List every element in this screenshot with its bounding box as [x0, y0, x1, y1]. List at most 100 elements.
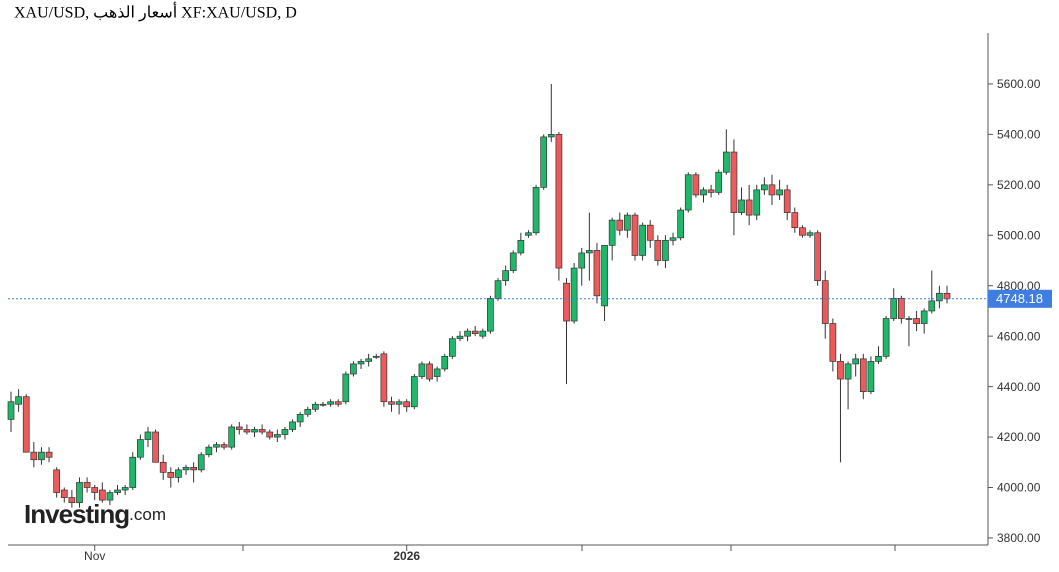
- candle-body: [395, 401, 403, 405]
- y-tick-label: 4200.00: [997, 430, 1041, 444]
- candle-body: [273, 434, 281, 438]
- candle-body: [342, 373, 350, 403]
- candle-body: [213, 444, 220, 448]
- candle-body: [494, 280, 502, 299]
- last-price-badge: [988, 289, 1052, 308]
- candle-body: [730, 151, 738, 213]
- candle-body: [380, 353, 388, 403]
- candle-body: [197, 454, 205, 471]
- candle-body: [182, 466, 190, 471]
- candle-body: [327, 401, 334, 405]
- candle-body: [578, 252, 586, 269]
- candle-body: [624, 214, 631, 231]
- last-price-label: 4748.18: [996, 291, 1043, 306]
- candle-body: [768, 184, 776, 196]
- candle-body: [251, 429, 258, 433]
- x-tick-label: Nov: [84, 549, 105, 563]
- candle-body: [707, 189, 715, 193]
- candle-body: [281, 429, 289, 435]
- candle-body: [91, 487, 99, 493]
- candle-body: [449, 338, 456, 357]
- candle-body: [190, 466, 197, 471]
- candle-body: [593, 250, 601, 297]
- candle-body: [243, 429, 251, 433]
- candle-body: [53, 469, 61, 493]
- candle-body: [761, 184, 768, 191]
- candle-body: [753, 189, 761, 216]
- candle-body: [15, 396, 22, 405]
- candle-body: [715, 171, 723, 193]
- candle-body: [608, 219, 616, 246]
- candle-body: [319, 403, 327, 406]
- candle-body: [441, 355, 449, 370]
- candle-body: [700, 189, 707, 196]
- y-tick-label: 5400.00: [997, 128, 1041, 142]
- candle-body: [60, 489, 68, 498]
- candle-body: [525, 232, 532, 236]
- candle-body: [403, 401, 411, 408]
- candle-body: [654, 239, 662, 261]
- candle-body: [722, 151, 730, 173]
- candle-body: [502, 270, 509, 282]
- candle-body: [357, 361, 365, 365]
- candle-body: [410, 376, 418, 408]
- candle-body: [684, 174, 692, 211]
- candle-body: [852, 358, 860, 365]
- candle-body: [471, 330, 479, 334]
- candle-body: [585, 250, 593, 254]
- candle-body: [616, 219, 624, 231]
- candle-body: [159, 461, 167, 473]
- candle-body: [152, 431, 159, 463]
- candle-body: [205, 446, 213, 456]
- candle-body: [859, 358, 867, 393]
- candle-body: [517, 239, 525, 254]
- watermark: Investing.com: [24, 499, 166, 529]
- candle-body: [532, 187, 540, 234]
- candle-body: [601, 245, 608, 307]
- candle-body: [776, 189, 783, 196]
- candle-body: [38, 451, 45, 461]
- candle-body: [547, 134, 555, 138]
- candle-body: [662, 239, 669, 261]
- candle-body: [137, 439, 144, 458]
- candle-body: [783, 189, 791, 213]
- candle-body: [83, 482, 91, 488]
- candle-body: [106, 492, 114, 501]
- candle-body: [144, 431, 152, 440]
- candle-body: [677, 209, 685, 239]
- candle-body: [829, 323, 837, 362]
- candle-body: [806, 232, 814, 236]
- candle-body: [570, 267, 578, 322]
- candle-body: [799, 227, 806, 236]
- candle-body: [235, 426, 243, 430]
- candle-body: [875, 355, 882, 362]
- chart-title: XAU/USD, أسعار الذهب XF:XAU/USD, D: [14, 2, 297, 22]
- candle-body: [304, 408, 312, 415]
- candle-body: [167, 472, 175, 478]
- candle-body: [121, 487, 129, 491]
- candle-body: [372, 355, 380, 358]
- y-tick-label: 4400.00: [997, 380, 1041, 394]
- y-tick-label: 5000.00: [997, 228, 1041, 242]
- candle-body: [7, 401, 15, 420]
- candle-body: [692, 174, 700, 196]
- y-tick-label: 4600.00: [997, 329, 1041, 343]
- candle-body: [426, 363, 433, 380]
- candle-body: [365, 358, 373, 362]
- candle-body: [30, 451, 38, 461]
- candle-body: [129, 456, 137, 488]
- candle-body: [882, 318, 890, 357]
- candle-body: [890, 297, 898, 319]
- y-tick-label: 4800.00: [997, 279, 1041, 293]
- candle-body: [220, 444, 228, 448]
- candle-body: [738, 199, 745, 213]
- candle-body: [920, 310, 928, 324]
- y-tick-label: 3800.00: [997, 531, 1041, 545]
- candle-body: [814, 232, 821, 282]
- candle-body: [936, 292, 943, 302]
- candle-body: [98, 489, 106, 501]
- candle-body: [76, 482, 83, 503]
- candle-body: [844, 363, 852, 380]
- candle-body: [418, 363, 426, 377]
- candle-body: [540, 136, 548, 188]
